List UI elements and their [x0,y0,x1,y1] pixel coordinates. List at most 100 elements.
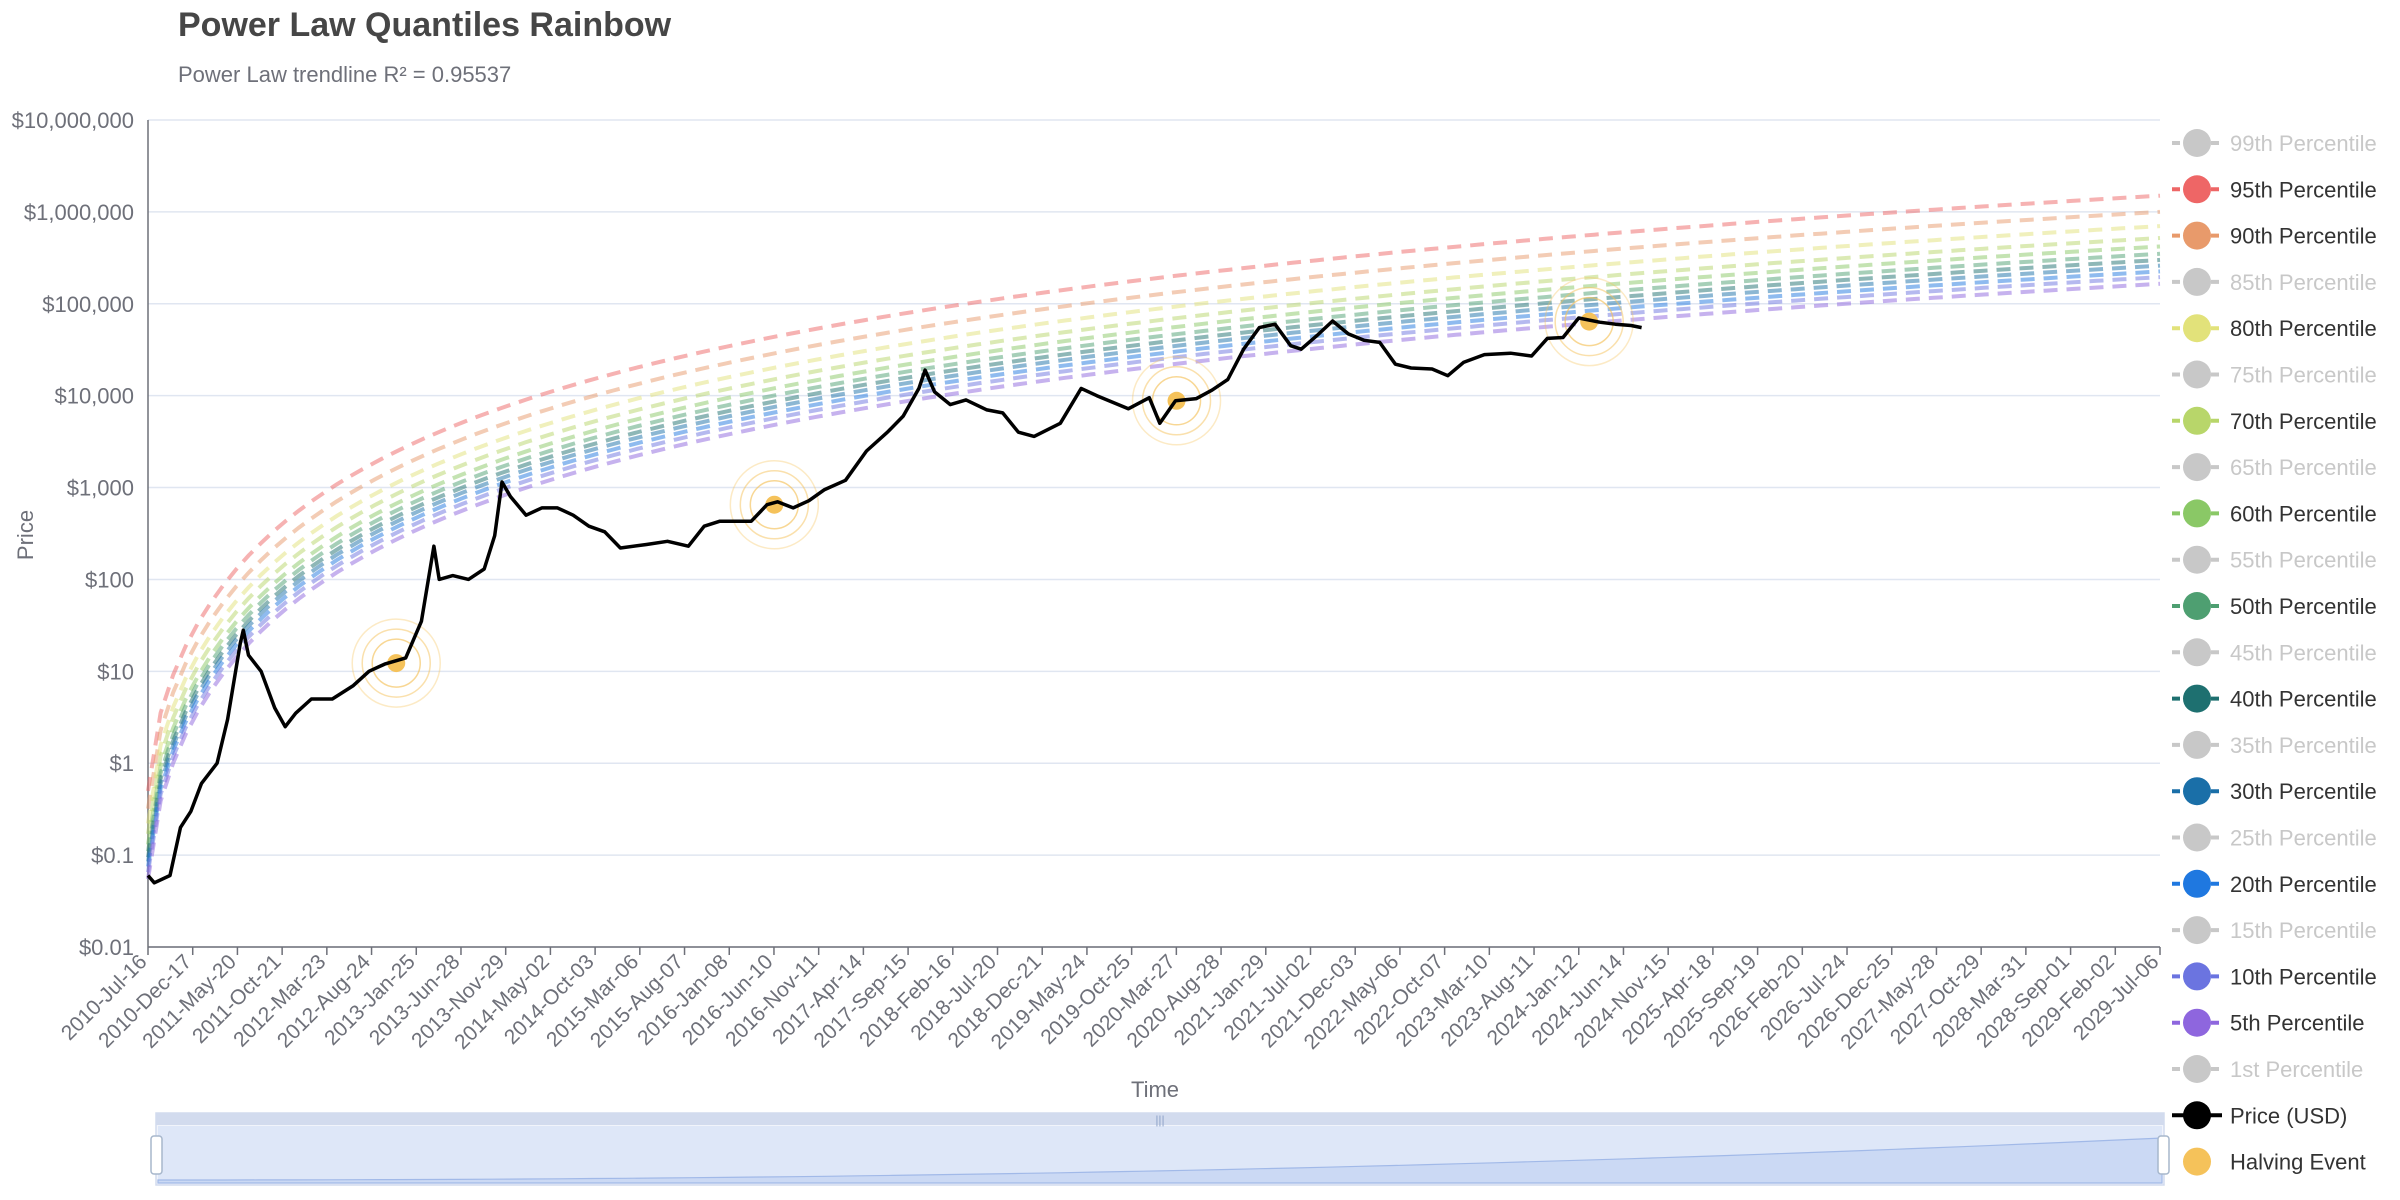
slider-handle-right[interactable] [2157,1135,2170,1175]
legend-item-75th-percentile[interactable]: 75th Percentile [2172,360,2377,389]
legend-label: 20th Percentile [2230,872,2377,897]
legend-item-50th-percentile[interactable]: 50th Percentile [2172,592,2377,620]
percentile-line-5th [146,281,2161,880]
legend: 99th Percentile 95th Percentile 90th Perce… [2172,129,2377,1176]
legend-label: 25th Percentile [2230,826,2377,851]
slider-move-handle[interactable] [156,1113,2164,1125]
legend-item-85th-percentile[interactable]: 85th Percentile [2172,267,2377,296]
legend-label: 75th Percentile [2230,363,2377,388]
y-tick-label: $10 [97,659,134,684]
legend-item-99th-percentile[interactable]: 99th Percentile [2172,129,2377,157]
legend-label: 70th Percentile [2230,409,2377,434]
slider-grip-icon: ||| [1155,1113,1164,1127]
price-line [146,316,1642,885]
percentile-line-40th [146,257,2161,858]
legend-item-15th-percentile[interactable]: 15th Percentile [2172,916,2377,945]
y-axis-title: Price [13,510,38,560]
legend-marker [2183,592,2211,620]
legend-label: 99th Percentile [2230,131,2377,156]
legend-item-20th-percentile[interactable]: 20th Percentile [2172,869,2377,898]
percentile-line-30th [146,263,2161,862]
legend-label: 1st Percentile [2230,1057,2363,1082]
percentile-line-70th [146,236,2161,835]
price-series [146,316,1642,885]
legend-marker [2183,545,2211,574]
slider-handle-left[interactable] [150,1135,163,1175]
legend-label: 10th Percentile [2230,964,2377,989]
legend-label: Price (USD) [2230,1103,2347,1128]
legend-marker [2183,360,2211,389]
legend-label: 5th Percentile [2230,1011,2365,1036]
legend-label: 90th Percentile [2230,224,2377,249]
legend-marker [2183,175,2211,204]
legend-marker [2183,406,2211,435]
legend-marker [2183,221,2211,250]
legend-item-5th-percentile[interactable]: 5th Percentile [2172,1008,2365,1037]
legend-item-1st-percentile[interactable]: 1st Percentile [2172,1055,2363,1083]
halving-dot [765,495,784,514]
legend-item-25th-percentile[interactable]: 25th Percentile [2172,823,2377,852]
legend-label: Halving Event [2230,1150,2366,1175]
percentile-line-50th [146,251,2161,852]
halving-ring [729,459,820,550]
halving-ring [351,618,441,708]
legend-marker [2183,1101,2211,1130]
percentile-line-60th [146,244,2161,845]
legend-item-35th-percentile[interactable]: 35th Percentile [2172,730,2377,759]
y-tick-label: $0.01 [79,935,134,960]
legend-item-90th-percentile[interactable]: 90th Percentile [2172,221,2377,250]
legend-item-45th-percentile[interactable]: 45th Percentile [2172,638,2377,667]
halving-markers [351,276,1634,708]
legend-marker [2183,869,2211,898]
legend-marker [2183,1147,2211,1176]
legend-item-60th-percentile[interactable]: 60th Percentile [2172,499,2377,528]
legend-label: 40th Percentile [2230,687,2377,712]
legend-item-70th-percentile[interactable]: 70th Percentile [2172,406,2377,435]
legend-item-80th-percentile[interactable]: 80th Percentile [2172,314,2377,343]
legend-label: 45th Percentile [2230,640,2377,665]
legend-item-10th-percentile[interactable]: 10th Percentile [2172,962,2377,991]
legend-marker [2183,823,2211,852]
y-axis: $10,000,000 $1,000,000 $100,000 $10,000 $1,0… [12,108,149,960]
y-tick-label: $1,000 [67,476,134,501]
halving-ring [371,638,421,688]
percentile-line-95th [146,193,2161,792]
legend-item-65th-percentile[interactable]: 65th Percentile [2172,453,2377,482]
y-tick-label: $0.1 [91,843,134,868]
legend-label: 50th Percentile [2230,594,2377,619]
legend-item-55th-percentile[interactable]: 55th Percentile [2172,545,2377,574]
legend-item-halving-event[interactable]: Halving Event [2183,1147,2366,1176]
legend-item-95th-percentile[interactable]: 95th Percentile [2172,175,2377,204]
halving-ring [1544,276,1634,367]
legend-marker [2183,1008,2211,1037]
legend-marker [2183,499,2211,528]
legend-item-30th-percentile[interactable]: 30th Percentile [2172,777,2377,806]
legend-label: 65th Percentile [2230,455,2377,480]
halving-ring [739,469,810,540]
chart-subtitle: Power Law trendline R² = 0.95537 [178,62,512,87]
legend-label: 30th Percentile [2230,779,2377,804]
legend-marker [2183,638,2211,667]
y-tick-label: $100 [85,567,134,592]
legend-marker [2183,777,2211,806]
y-tick-label: $100,000 [42,292,134,317]
chart-title: Power Law Quantiles Rainbow [178,6,672,44]
x-axis-title: Time [1131,1077,1179,1102]
legend-item-price-usd-[interactable]: Price (USD) [2172,1101,2347,1130]
percentile-bands [146,193,2161,880]
legend-marker [2183,453,2211,482]
legend-marker [2183,129,2211,157]
legend-label: 35th Percentile [2230,733,2377,758]
percentile-line-80th [146,224,2161,824]
halving-ring [361,628,431,698]
percentile-line-10th [146,275,2161,873]
zoom-slider[interactable]: ||| [150,1112,2170,1186]
legend-item-40th-percentile[interactable]: 40th Percentile [2172,684,2377,713]
halving-ring [1131,356,1222,446]
halving-ring [1554,286,1624,357]
legend-marker [2183,730,2211,759]
x-axis: 2010-Jul-162010-Dec-172011-May-202011-Oc… [57,946,2164,1054]
legend-marker [2183,1055,2211,1083]
slider-preview-area [157,1137,2163,1184]
